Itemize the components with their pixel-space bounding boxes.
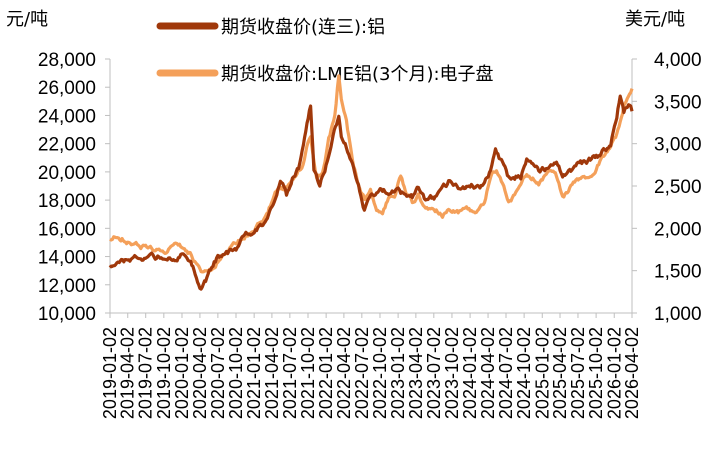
left-y-tick-label: 20,000 — [38, 163, 96, 184]
x-tick-label: 2020-07-02 — [208, 327, 228, 419]
x-tick-label: 2019-04-02 — [118, 327, 138, 419]
x-tick-label: 2025-01-02 — [532, 327, 552, 419]
right-y-tick-label: 3,000 — [654, 135, 702, 156]
x-tick-label: 2025-04-02 — [550, 327, 570, 419]
x-tick-label: 2024-10-02 — [514, 327, 534, 419]
x-tick-label: 2025-10-02 — [586, 327, 606, 419]
x-tick-label: 2022-07-02 — [352, 327, 372, 419]
x-tick-label: 2023-10-02 — [442, 327, 462, 419]
x-tick-label: 2020-04-02 — [190, 327, 210, 419]
x-tick-label: 2019-01-02 — [100, 327, 120, 419]
x-ticks: 2019-01-022019-04-022019-07-022019-10-02… — [100, 313, 642, 419]
x-tick-label: 2019-10-02 — [154, 327, 174, 419]
x-tick-label: 2022-01-02 — [316, 327, 336, 419]
x-tick-label: 2024-07-02 — [496, 327, 516, 419]
left-y-ticks: 10,000 12,000 14,000 16,000 18,000 20,000 22,0… — [38, 50, 110, 325]
left-y-tick-label: 14,000 — [38, 248, 96, 269]
series-line-futures-close-price-lme — [109, 74, 634, 274]
x-tick-label: 2020-01-02 — [172, 327, 192, 419]
x-tick-label: 2024-04-02 — [478, 327, 498, 419]
left-y-tick-label: 18,000 — [38, 191, 96, 212]
x-tick-label: 2025-07-02 — [568, 327, 588, 419]
x-tick-label: 2024-01-02 — [460, 327, 480, 419]
x-tick-label: 2026-04-02 — [622, 327, 642, 419]
x-tick-label: 2021-01-02 — [244, 327, 264, 419]
x-tick-label: 2023-01-02 — [388, 327, 408, 419]
right-y-ticks: 1,000 1,500 2,000 2,500 3,000 3,500 4,000 — [632, 50, 702, 325]
left-y-tick-label: 24,000 — [38, 106, 96, 127]
axes — [109, 59, 633, 314]
series-layer — [108, 74, 634, 291]
left-y-tick-label: 16,000 — [38, 219, 96, 240]
right-y-tick-label: 1,500 — [654, 262, 702, 283]
legend-label-futures-close-price-shfe: 期货收盘价(连三):铝 — [221, 17, 385, 38]
left-y-tick-label: 12,000 — [38, 276, 96, 297]
legend-label-futures-close-price-lme: 期货收盘价:LME铝(3个月):电子盘 — [221, 64, 494, 85]
right-y-tick-label: 1,000 — [654, 304, 702, 325]
right-axis-unit-label: 美元/吨 — [625, 9, 685, 30]
left-y-tick-label: 26,000 — [38, 78, 96, 99]
x-tick-label: 2026-01-02 — [604, 327, 624, 419]
x-tick-label: 2022-04-02 — [334, 327, 354, 419]
x-tick-label: 2023-07-02 — [424, 327, 444, 419]
x-tick-label: 2021-10-02 — [298, 327, 318, 419]
x-tick-label: 2023-04-02 — [406, 327, 426, 419]
series-line-futures-close-price-shfe — [108, 94, 634, 291]
x-tick-label: 2020-10-02 — [226, 327, 246, 419]
x-tick-label: 2022-10-02 — [370, 327, 390, 419]
x-tick-label: 2019-07-02 — [136, 327, 156, 419]
x-tick-label: 2021-04-02 — [262, 327, 282, 419]
left-axis-unit-label: 元/吨 — [6, 9, 48, 30]
left-y-tick-label: 10,000 — [38, 304, 96, 325]
right-y-tick-label: 4,000 — [654, 50, 702, 71]
left-y-tick-label: 28,000 — [38, 50, 96, 71]
right-y-tick-label: 3,500 — [654, 92, 702, 113]
legend: 期货收盘价(连三):铝 期货收盘价:LME铝(3个月):电子盘 — [156, 17, 494, 85]
right-y-tick-label: 2,000 — [654, 219, 702, 240]
right-y-tick-label: 2,500 — [654, 177, 702, 198]
x-tick-label: 2021-07-02 — [280, 327, 300, 419]
left-y-tick-label: 22,000 — [38, 135, 96, 156]
